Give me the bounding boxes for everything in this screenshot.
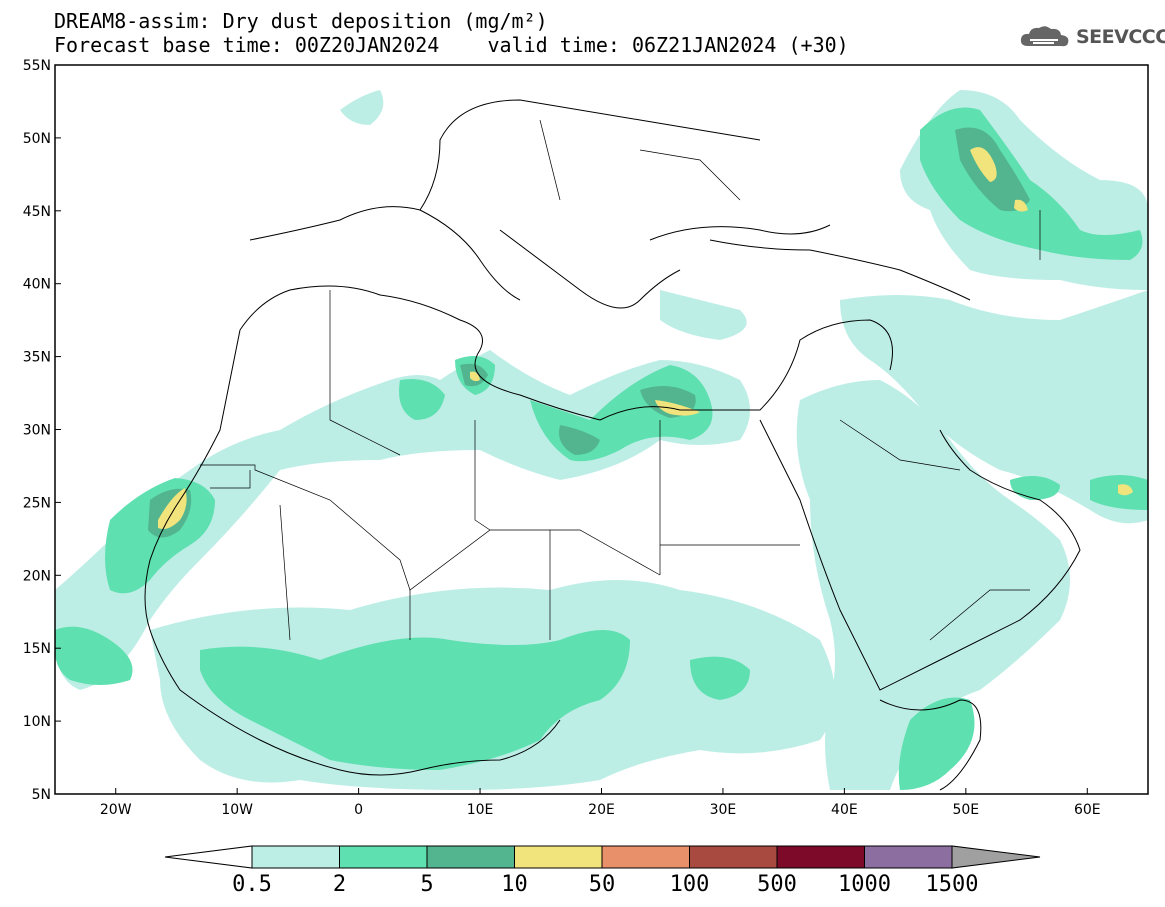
forecast-time-subtitle: Forecast base time: 00Z20JAN2024 valid t… — [54, 33, 849, 57]
legend-high-arrow — [951, 845, 1041, 869]
lon-label: 30E — [710, 802, 737, 818]
cloud-logo-icon — [1020, 26, 1069, 47]
legend-swatch — [689, 845, 778, 869]
country-borders — [200, 119, 1041, 641]
legend-swatch — [339, 845, 428, 869]
lon-label: 20W — [100, 802, 132, 818]
legend-label: 2 — [332, 872, 347, 897]
coastlines — [144, 99, 1081, 791]
lon-label: 40E — [831, 802, 858, 818]
dust-level-10 — [158, 147, 1133, 529]
logo-text: SEEVCCC — [1076, 26, 1165, 48]
legend-label: 1000 — [838, 872, 891, 897]
legend-swatch — [864, 845, 953, 869]
lat-label: 15N — [23, 641, 51, 657]
lon-label: 10W — [221, 802, 253, 818]
legend-label: 100 — [669, 872, 710, 897]
lon-label: 50E — [952, 802, 979, 818]
legend-label: 10 — [501, 872, 528, 897]
legend-label: 50 — [588, 872, 616, 897]
legend-colorbar — [164, 845, 1041, 869]
lat-label: 30N — [23, 423, 51, 439]
lon-label: 10E — [467, 802, 494, 818]
longitude-axis: 20W 10W 0 10E 20E 30E 40E 50E 60E — [100, 788, 1101, 818]
legend-label: 0.5 — [232, 872, 272, 897]
lat-label: 20N — [23, 568, 51, 584]
legend-low-arrow — [164, 845, 253, 869]
legend-swatch — [514, 845, 603, 869]
lon-label: 20E — [588, 802, 615, 818]
lat-label: 45N — [23, 204, 51, 220]
lat-label: 10N — [23, 714, 51, 730]
legend-swatch — [426, 845, 515, 869]
lat-label: 50N — [23, 131, 51, 147]
lon-label: 0 — [354, 802, 363, 818]
lat-label: 40N — [23, 277, 51, 293]
lon-label: 60E — [1074, 802, 1101, 818]
map-title: DREAM8-assim: Dry dust deposition (mg/m²… — [54, 9, 548, 33]
lat-label: 35N — [23, 350, 51, 366]
legend-swatch — [601, 845, 690, 869]
legend-label: 5 — [420, 872, 434, 897]
legend-swatch — [776, 845, 865, 869]
lat-label: 25N — [23, 495, 51, 511]
dust-level-2 — [55, 107, 1148, 790]
legend-label: 500 — [757, 872, 797, 897]
legend-label: 1500 — [925, 872, 979, 897]
lat-label: 5N — [32, 787, 51, 803]
latitude-axis: 55N 50N 45N 40N 35N 30N 25N 20N 15N 10N 5N — [23, 58, 61, 803]
seevccc-logo: SEEVCCC — [1018, 24, 1165, 50]
legend-swatch — [251, 845, 340, 869]
lat-label: 55N — [23, 58, 51, 74]
